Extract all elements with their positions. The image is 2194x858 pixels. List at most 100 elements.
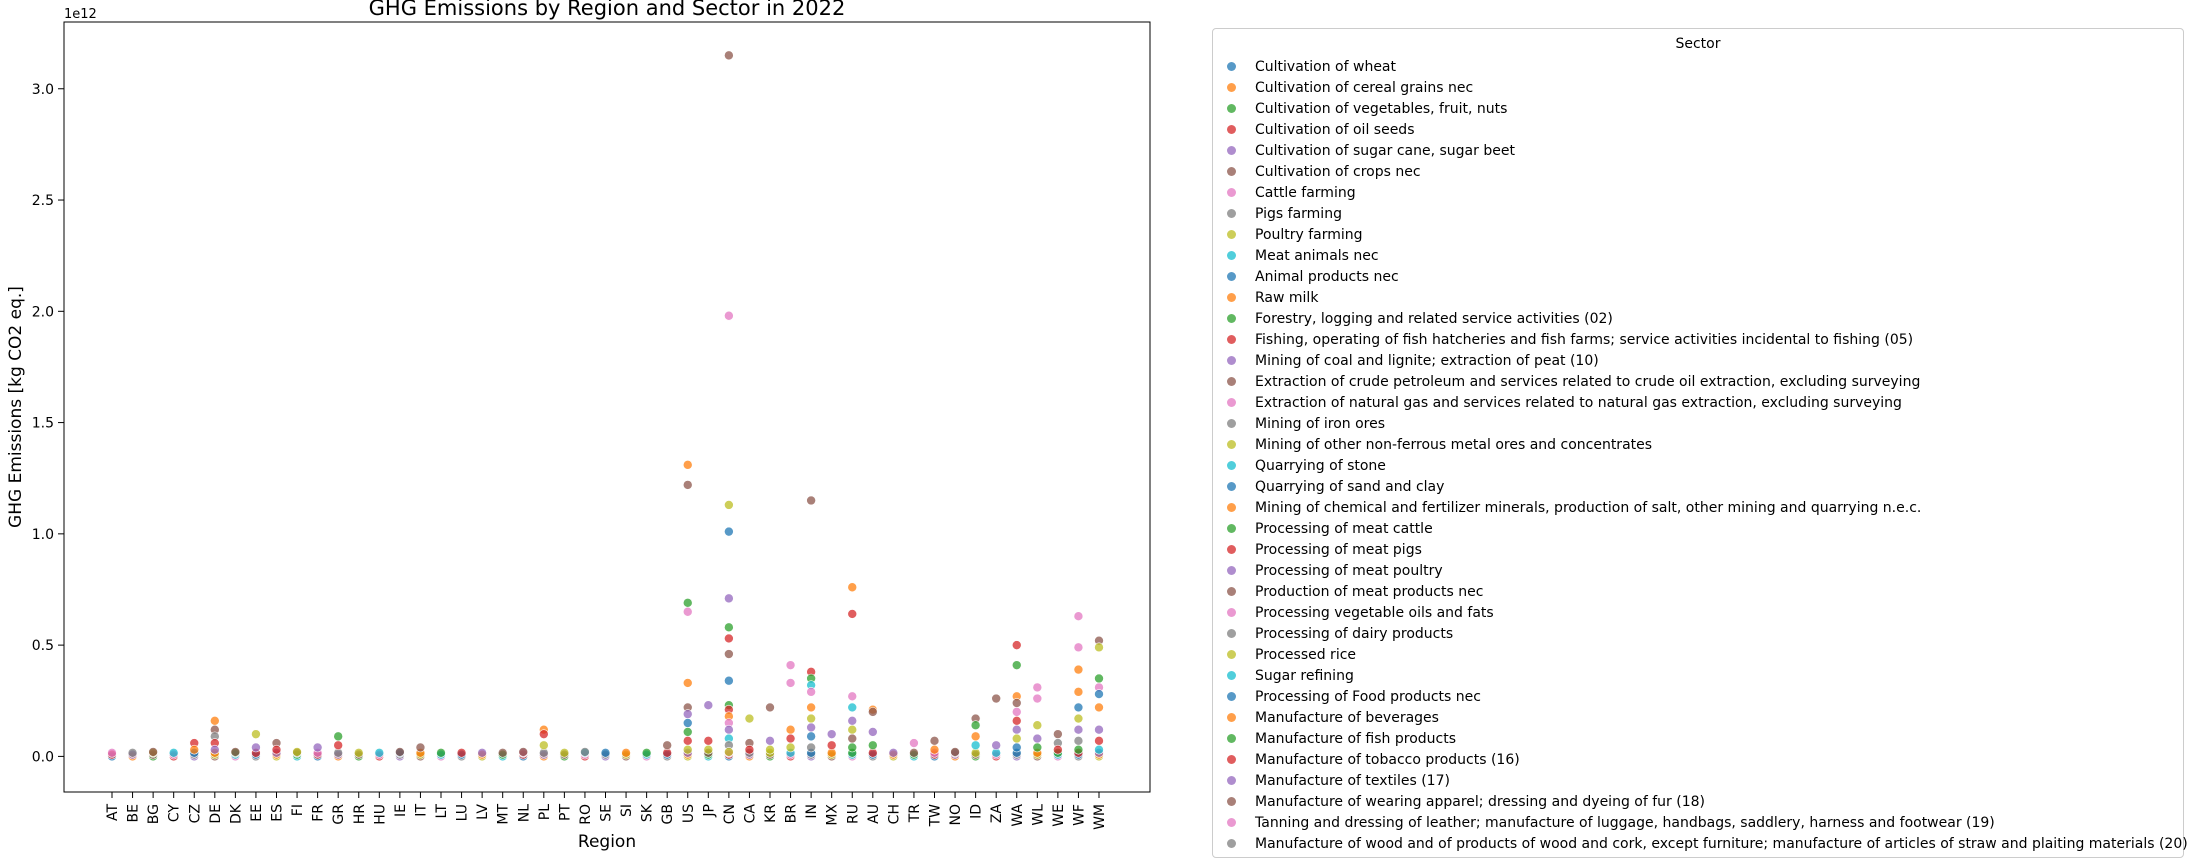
x-tick-label: LU [455, 804, 471, 821]
legend-item: Cultivation of crops nec [1213, 161, 2183, 182]
legend-marker [1227, 629, 1236, 638]
x-tick-label: NL [516, 804, 532, 822]
data-point [1074, 643, 1083, 652]
data-point [724, 311, 733, 320]
legend-item: Processed rice [1213, 644, 2183, 665]
legend-marker [1227, 818, 1236, 827]
data-point [909, 748, 918, 757]
data-point [1074, 736, 1083, 745]
legend-label: Manufacture of wearing apparel; dressing… [1255, 794, 1705, 810]
y-axis: 0.0 0.5 1.0 1.5 2.0 2.5 3.0 [32, 82, 64, 766]
data-point [807, 743, 816, 752]
data-point [724, 634, 733, 643]
data-point [724, 51, 733, 60]
data-point [580, 747, 589, 756]
x-tick-label: PT [557, 804, 573, 821]
x-tick-label: TR [907, 804, 923, 824]
x-tick-label: BR [784, 804, 800, 824]
data-point [683, 719, 692, 728]
data-point [683, 598, 692, 607]
legend-label: Processing vegetable oils and fats [1255, 605, 1494, 621]
legend-marker [1227, 209, 1236, 218]
legend-item: Manufacture of textiles (17) [1213, 770, 2183, 791]
data-point [766, 703, 775, 712]
data-point [437, 748, 446, 757]
legend-marker [1227, 167, 1236, 176]
data-point [1033, 721, 1042, 730]
data-point [272, 745, 281, 754]
legend-label: Cultivation of crops nec [1255, 164, 1421, 180]
x-tick-label: CY [167, 804, 183, 823]
data-point [766, 736, 775, 745]
y-axis-label: GHG Emissions [kg CO2 eq.] [6, 286, 26, 528]
data-point [745, 745, 754, 754]
legend-marker [1227, 314, 1236, 323]
data-point [1053, 730, 1062, 739]
legend-item: Processing of meat cattle [1213, 518, 2183, 539]
x-tick-label: MT [496, 804, 512, 825]
legend-item: Animal products nec [1213, 266, 2183, 287]
x-axis-label: Region [578, 832, 636, 852]
legend-label: Cultivation of vegetables, fruit, nuts [1255, 101, 1507, 117]
plot-area [64, 22, 1150, 792]
data-point [930, 736, 939, 745]
legend-item: Cultivation of cereal grains nec [1213, 77, 2183, 98]
x-tick-label: DE [208, 804, 224, 824]
legend-label: Production of meat products nec [1255, 584, 1483, 600]
legend-label: Manufacture of textiles (17) [1255, 773, 1450, 789]
data-point [807, 687, 816, 696]
data-point [683, 736, 692, 745]
data-point [724, 676, 733, 685]
legend-label: Tanning and dressing of leather; manufac… [1255, 815, 1995, 831]
data-point [683, 480, 692, 489]
data-point [1033, 743, 1042, 752]
legend-item: Mining of iron ores [1213, 413, 2183, 434]
x-axis: AT BE BG CY CZ DE DK EE ES FI FR GR HR HU IE IT LT LU LV MT… [105, 792, 1108, 830]
legend-label: Mining of other non-ferrous metal ores a… [1255, 437, 1652, 453]
data-point [848, 743, 857, 752]
legend-marker [1227, 419, 1236, 428]
data-point [149, 747, 158, 756]
x-tick-label: ES [270, 804, 286, 822]
legend-label: Processing of meat pigs [1255, 542, 1422, 558]
data-point [622, 748, 631, 757]
legend-label: Poultry farming [1255, 227, 1363, 243]
data-point [663, 741, 672, 750]
x-tick-label: WM [1092, 804, 1108, 830]
data-point [724, 623, 733, 632]
data-point [848, 716, 857, 725]
legend-marker [1227, 440, 1236, 449]
data-point [786, 661, 795, 670]
data-point [1095, 703, 1104, 712]
legend-label: Sugar refining [1255, 668, 1354, 684]
data-point [1074, 725, 1083, 734]
data-point [1074, 703, 1083, 712]
data-point [683, 607, 692, 616]
x-tick-label: CZ [187, 804, 203, 823]
legend-marker [1227, 839, 1236, 848]
x-tick-label: CH [886, 804, 902, 824]
x-tick-label: HU [372, 804, 388, 825]
x-tick-label: SI [619, 804, 635, 817]
x-tick-label: IT [413, 804, 429, 817]
legend-label: Animal products nec [1255, 269, 1399, 285]
data-point [231, 747, 240, 756]
data-point [930, 745, 939, 754]
x-tick-label: GB [660, 804, 676, 824]
x-tick-label: WF [1071, 804, 1087, 826]
x-tick-label: DK [228, 803, 244, 824]
data-point [560, 748, 569, 757]
data-point [704, 701, 713, 710]
y-tick-label: 3.0 [32, 82, 54, 98]
legend-label: Processed rice [1255, 647, 1356, 663]
data-point [971, 721, 980, 730]
data-point [683, 710, 692, 719]
legend-item: Extraction of natural gas and services r… [1213, 392, 2183, 413]
data-point [868, 741, 877, 750]
legend-title: Sector [1213, 34, 2183, 54]
legend-marker [1227, 734, 1236, 743]
data-points [108, 51, 1104, 761]
legend-item: Production of meat products nec [1213, 581, 2183, 602]
legend-label: Meat animals nec [1255, 248, 1379, 264]
legend-marker [1227, 377, 1236, 386]
